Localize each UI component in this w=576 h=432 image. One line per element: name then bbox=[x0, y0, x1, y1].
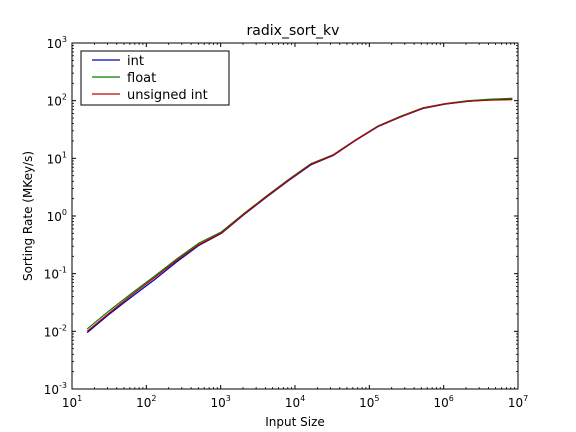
legend-label-unsigned-int: unsigned int bbox=[127, 88, 208, 103]
series-line-unsigned-int bbox=[86, 99, 513, 332]
series-layer bbox=[86, 97, 513, 334]
y-tick-label: 10-3 bbox=[44, 381, 67, 397]
x-tick-label: 105 bbox=[359, 394, 379, 410]
y-tick-label: 102 bbox=[47, 93, 67, 109]
x-tick-label: 104 bbox=[285, 394, 305, 410]
x-tick-label: 103 bbox=[210, 394, 230, 410]
legend-label-int: int bbox=[127, 54, 144, 69]
y-tick-label: 101 bbox=[47, 150, 67, 166]
y-tick-label: 10-2 bbox=[44, 323, 67, 339]
x-tick-label: 107 bbox=[508, 394, 528, 410]
x-tick-label: 102 bbox=[136, 394, 156, 410]
y-tick-label: 103 bbox=[47, 35, 67, 51]
legend: int float unsigned int bbox=[80, 50, 230, 106]
x-tick-label: 106 bbox=[433, 394, 453, 410]
y-tick-label: 10-1 bbox=[44, 266, 67, 282]
x-tick-label: 101 bbox=[62, 394, 82, 410]
y-axis: 10-3 10-2 10-1 100 101 102 103 bbox=[44, 35, 518, 397]
x-axis: 101 102 103 104 105 106 107 bbox=[62, 43, 528, 410]
y-axis-label: Sorting Rate (MKey/s) bbox=[21, 151, 35, 281]
legend-label-float: float bbox=[127, 71, 156, 86]
x-axis-label: Input Size bbox=[265, 415, 325, 429]
y-tick-label: 100 bbox=[47, 208, 67, 224]
chart-title: radix_sort_kv bbox=[247, 23, 340, 39]
